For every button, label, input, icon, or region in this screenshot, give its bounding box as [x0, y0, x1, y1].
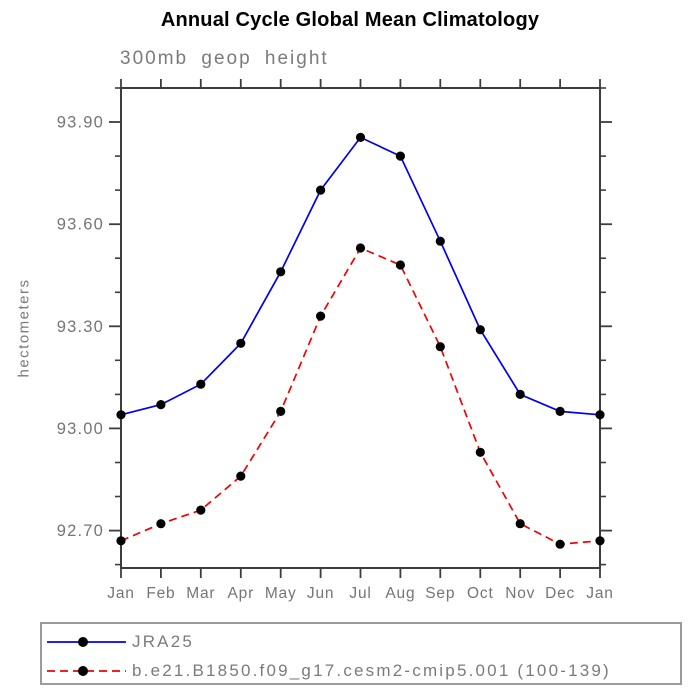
legend-label-cesm2: b.e21.B1850.f09_g17.cesm2-cmip5.001 (100…	[132, 660, 611, 680]
svg-text:93.90: 93.90	[57, 114, 104, 132]
legend-swatch-dashed-line-icon	[47, 665, 126, 676]
svg-text:Jul: Jul	[349, 585, 371, 602]
legend-swatch-solid-line-icon	[47, 636, 126, 647]
legend-item-jra25: JRA25	[46, 627, 680, 656]
chart-title: Annual Cycle Global Mean Climatology	[160, 9, 540, 31]
svg-text:92.70: 92.70	[57, 522, 104, 540]
svg-text:Sep: Sep	[425, 585, 455, 602]
svg-text:Mar: Mar	[186, 585, 215, 602]
svg-text:Jun: Jun	[307, 585, 334, 602]
legend-item-cesm2: b.e21.B1850.f09_g17.cesm2-cmip5.001 (100…	[46, 656, 680, 685]
svg-text:Jan: Jan	[107, 585, 134, 602]
svg-text:May: May	[265, 585, 297, 602]
svg-text:93.00: 93.00	[57, 420, 104, 438]
svg-text:Jan: Jan	[586, 585, 613, 602]
svg-text:Feb: Feb	[146, 585, 175, 602]
svg-text:Aug: Aug	[385, 585, 415, 602]
svg-text:93.60: 93.60	[57, 216, 104, 234]
legend: JRA25 b.e21.B1850.f09_g17.cesm2-cmip5.00…	[40, 622, 682, 685]
legend-label-jra25: JRA25	[132, 631, 195, 651]
svg-text:93.30: 93.30	[57, 318, 104, 336]
svg-text:Oct: Oct	[467, 585, 494, 602]
chart-subtitle: 300mb geop height	[120, 48, 329, 69]
svg-text:Apr: Apr	[228, 585, 255, 602]
svg-text:Nov: Nov	[505, 585, 535, 602]
svg-text:Dec: Dec	[545, 585, 575, 602]
